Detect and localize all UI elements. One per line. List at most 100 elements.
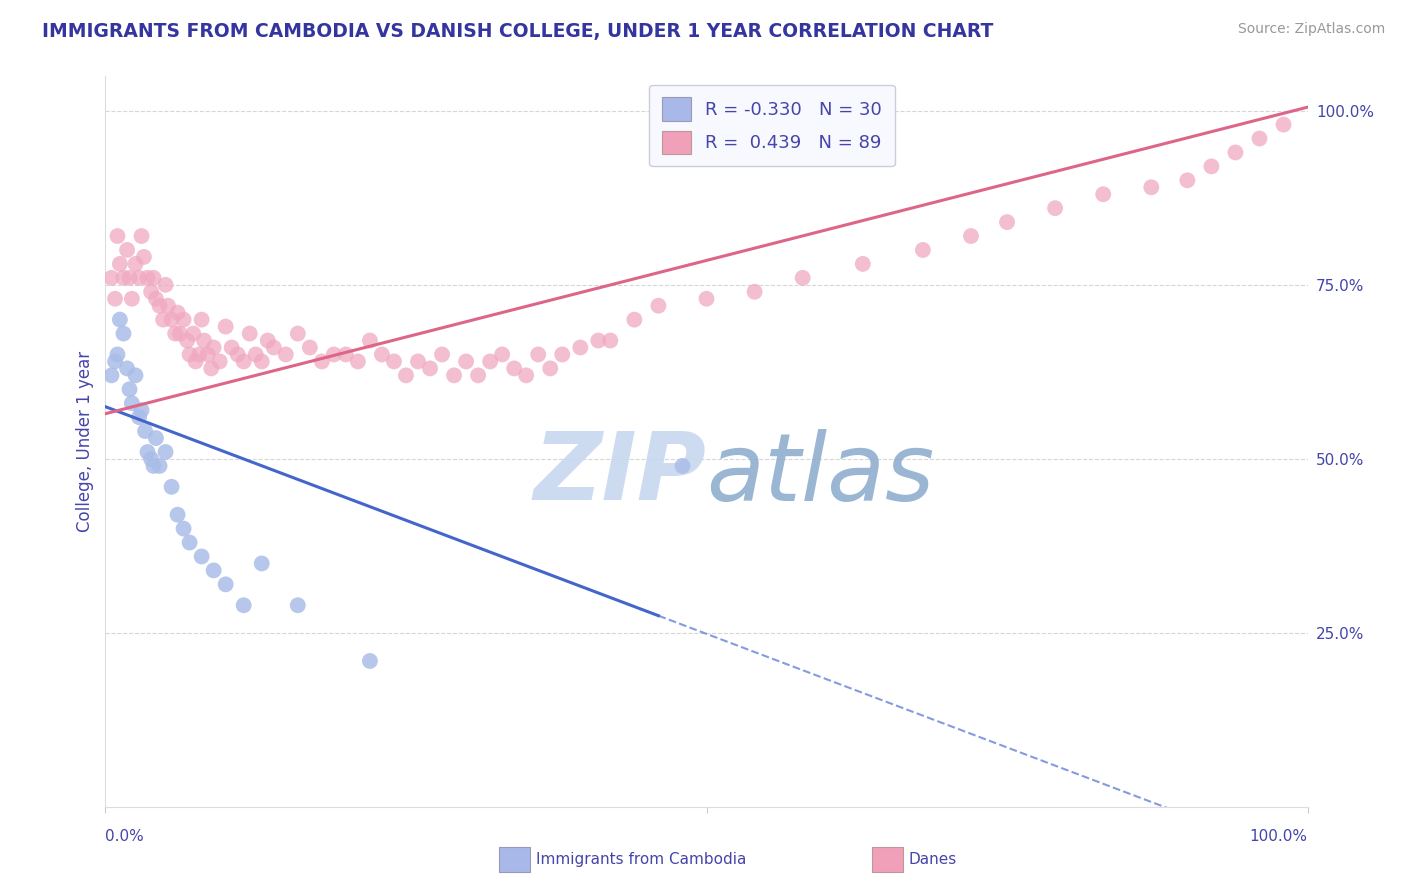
Point <box>588 334 610 348</box>
Point <box>287 326 309 341</box>
Text: IMMIGRANTS FROM CAMBODIA VS DANISH COLLEGE, UNDER 1 YEAR CORRELATION CHART: IMMIGRANTS FROM CAMBODIA VS DANISH COLLE… <box>42 22 994 41</box>
Point <box>145 431 167 445</box>
Point <box>190 549 212 564</box>
Point <box>515 368 537 383</box>
Text: ZIP: ZIP <box>534 428 707 520</box>
Text: Source: ZipAtlas.com: Source: ZipAtlas.com <box>1237 22 1385 37</box>
Point <box>108 257 131 271</box>
Text: Immigrants from Cambodia: Immigrants from Cambodia <box>536 853 747 867</box>
Point <box>173 312 195 326</box>
Point <box>419 361 441 376</box>
Point <box>491 347 513 361</box>
Point <box>156 299 179 313</box>
Point <box>100 368 122 383</box>
Point <box>256 334 278 348</box>
Point <box>139 452 162 467</box>
Point <box>250 354 273 368</box>
Point <box>184 354 207 368</box>
Point <box>263 341 285 355</box>
Point <box>148 299 170 313</box>
Point <box>792 270 814 285</box>
Point <box>136 270 159 285</box>
Point <box>852 257 875 271</box>
Point <box>165 326 187 341</box>
Point <box>190 312 212 326</box>
Point <box>232 599 254 613</box>
Point <box>1225 145 1247 160</box>
Point <box>395 368 418 383</box>
Point <box>1140 180 1163 194</box>
Point <box>112 270 135 285</box>
Point <box>139 285 162 299</box>
Point <box>221 341 243 355</box>
Point <box>503 361 526 376</box>
Point <box>960 229 983 244</box>
Point <box>136 445 159 459</box>
Point <box>121 396 143 410</box>
Point <box>467 368 489 383</box>
Point <box>132 250 155 264</box>
Point <box>347 354 370 368</box>
Point <box>128 270 150 285</box>
Point <box>527 347 550 361</box>
Point <box>202 341 225 355</box>
Point <box>142 458 165 473</box>
Point <box>443 368 465 383</box>
Point <box>197 347 219 361</box>
Point <box>134 424 156 438</box>
Point <box>155 277 177 292</box>
Point <box>121 292 143 306</box>
Point <box>104 292 127 306</box>
Text: atlas: atlas <box>707 429 935 520</box>
Point <box>155 445 177 459</box>
Legend: R = -0.330   N = 30, R =  0.439   N = 89: R = -0.330 N = 30, R = 0.439 N = 89 <box>650 85 894 167</box>
Point <box>100 270 122 285</box>
Text: Danes: Danes <box>908 853 956 867</box>
Text: 100.0%: 100.0% <box>1250 830 1308 844</box>
Point <box>599 334 621 348</box>
Point <box>107 347 129 361</box>
Point <box>152 312 174 326</box>
Point <box>166 306 188 320</box>
Y-axis label: College, Under 1 year: College, Under 1 year <box>76 351 94 533</box>
Point <box>214 319 236 334</box>
Point <box>115 361 138 376</box>
Point <box>454 354 477 368</box>
Point <box>107 229 129 244</box>
Point <box>1249 131 1271 145</box>
Point <box>188 347 211 361</box>
Point <box>181 326 204 341</box>
Point <box>145 292 167 306</box>
Point <box>245 347 267 361</box>
Point <box>173 522 195 536</box>
Point <box>118 270 141 285</box>
Point <box>1092 187 1115 202</box>
Point <box>131 229 153 244</box>
Point <box>298 341 321 355</box>
Point <box>104 354 127 368</box>
Point <box>744 285 766 299</box>
Point <box>128 410 150 425</box>
Point <box>112 326 135 341</box>
Point <box>995 215 1018 229</box>
Point <box>1201 160 1223 174</box>
Point <box>124 368 146 383</box>
Point <box>250 557 273 571</box>
Point <box>1175 173 1198 187</box>
Point <box>160 312 183 326</box>
Point <box>214 577 236 591</box>
Point <box>479 354 502 368</box>
Point <box>176 334 198 348</box>
Point <box>406 354 429 368</box>
Point <box>169 326 191 341</box>
Point <box>371 347 394 361</box>
Point <box>647 299 669 313</box>
Point <box>274 347 297 361</box>
Point <box>239 326 262 341</box>
Point <box>335 347 357 361</box>
Point <box>166 508 188 522</box>
Point <box>131 403 153 417</box>
Point <box>911 243 934 257</box>
Point <box>179 347 201 361</box>
Point <box>287 599 309 613</box>
